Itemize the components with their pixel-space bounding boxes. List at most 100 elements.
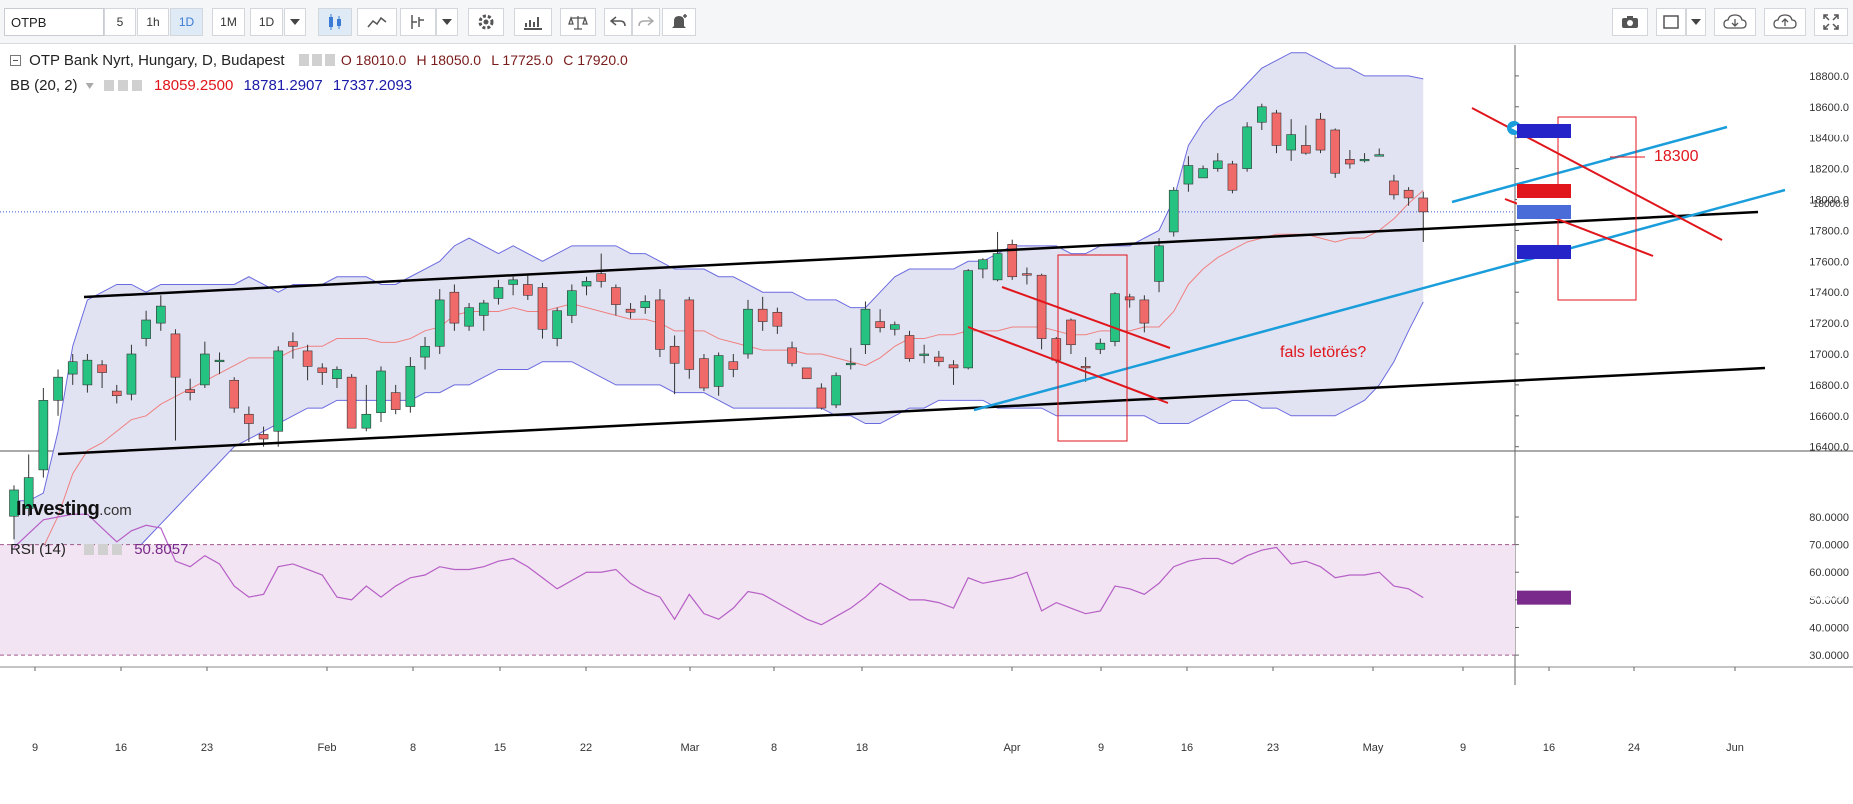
candle <box>332 366 342 388</box>
close-price-badge: 17920.0 <box>1809 207 1849 219</box>
cloud-upload-icon[interactable] <box>1764 8 1806 36</box>
interval-5-button[interactable]: 5 <box>104 8 136 36</box>
chart-area[interactable]: 18300 fals letörés? 18800.0 18600.0 18400.0 1… <box>0 45 1853 804</box>
close-price-badge-bg <box>1517 205 1571 219</box>
interval-1m-button[interactable]: 1M <box>212 8 245 36</box>
time-axis-label: 8 <box>771 742 777 754</box>
rsi-buttons-icon[interactable] <box>84 544 123 555</box>
interval-chevron-icon[interactable] <box>284 8 306 36</box>
candle <box>449 284 460 331</box>
candle-body-down <box>669 345 680 364</box>
candle-body-down <box>229 379 239 409</box>
rsi-legend: RSI (14) 50.8057 <box>10 541 188 558</box>
indicator-chevron-icon[interactable] <box>436 8 458 36</box>
time-axis-label: 16 <box>1181 742 1193 754</box>
candle <box>111 384 122 404</box>
candle <box>787 341 797 367</box>
candle-body-down <box>317 367 328 373</box>
candle <box>1007 239 1018 280</box>
candle <box>948 360 959 385</box>
collapse-icon[interactable] <box>10 55 21 66</box>
candle <box>611 284 621 316</box>
candle-body-down <box>1066 319 1076 346</box>
candle-body-up <box>1286 134 1296 151</box>
candle-body-down <box>699 358 709 389</box>
candle-body-up <box>860 308 871 346</box>
undo-icon[interactable] <box>604 8 632 36</box>
price-axis-label: 18800.0 <box>1809 71 1849 83</box>
candle <box>1183 156 1194 192</box>
candle <box>23 454 34 517</box>
candle-body-down <box>948 364 959 369</box>
candle <box>757 296 768 331</box>
candle-body-up <box>200 353 210 386</box>
fullscreen-box-icon[interactable] <box>1656 8 1686 36</box>
symbol-input[interactable]: OTPB <box>4 8 104 36</box>
bb-settings-icon[interactable] <box>85 83 94 89</box>
interval-1d-button[interactable]: 1D <box>170 8 203 36</box>
time-axis-label: Apr <box>1003 742 1020 754</box>
candle-body-up <box>493 287 504 299</box>
candle <box>963 269 974 370</box>
candle-body-up <box>361 413 372 429</box>
candle-body-down <box>288 341 298 347</box>
time-axis-label: 15 <box>494 742 506 754</box>
candle <box>728 354 739 378</box>
candle <box>1139 295 1150 333</box>
candle-body-up <box>552 310 562 339</box>
redo-icon[interactable] <box>632 8 660 36</box>
candle <box>699 354 709 392</box>
candle-body-down <box>1124 296 1135 301</box>
header-buttons-icon[interactable] <box>298 54 335 66</box>
alert-bell-icon[interactable] <box>662 8 696 36</box>
candle <box>1036 273 1047 350</box>
line-style-icon[interactable] <box>357 8 397 36</box>
candle <box>1389 174 1399 200</box>
candle-body-up <box>9 489 19 517</box>
candle <box>772 307 783 334</box>
candle <box>581 276 592 296</box>
candles-style-icon[interactable] <box>318 8 352 36</box>
price-axis-label: 18200.0 <box>1809 164 1849 176</box>
candle-body-down <box>1036 274 1047 339</box>
price-axis-label: 17800.0 <box>1809 225 1849 237</box>
interval-dropdown-button[interactable]: 1D <box>250 8 283 36</box>
logo-suffix: .com <box>99 502 132 519</box>
candle-body-down <box>1080 366 1091 369</box>
candle-body-down <box>684 299 695 370</box>
candle-body-down <box>185 389 195 393</box>
candle <box>1095 338 1106 354</box>
layout-chevron-icon[interactable] <box>1686 8 1706 36</box>
cloud-download-icon[interactable] <box>1714 8 1756 36</box>
candle <box>978 258 988 279</box>
candle-body-up <box>978 259 988 270</box>
compare-scale-icon[interactable] <box>560 8 596 36</box>
candle <box>1198 165 1208 179</box>
interval-1h-button[interactable]: 1h <box>137 8 169 36</box>
candle <box>1330 128 1340 178</box>
candle-body-down <box>111 390 122 397</box>
time-axis-label: 18 <box>856 742 868 754</box>
studies-chart-icon[interactable] <box>514 8 552 36</box>
candle-body-down <box>934 356 944 363</box>
camera-icon[interactable] <box>1612 8 1648 36</box>
event-marker-arrow <box>1511 125 1517 131</box>
candle <box>200 341 210 388</box>
candle-body-up <box>640 301 651 308</box>
candle-body-up <box>508 279 518 285</box>
rsi-label: RSI (14) <box>10 541 66 558</box>
gear-icon[interactable] <box>468 8 504 36</box>
expand-icon[interactable] <box>1814 8 1848 36</box>
time-axis-label: 23 <box>201 742 213 754</box>
candle <box>170 329 181 441</box>
candle-body-up <box>1095 342 1106 350</box>
candle <box>302 344 313 381</box>
bb-buttons-icon[interactable] <box>103 80 142 91</box>
time-axis-label: 16 <box>1543 742 1555 754</box>
indicator-icon[interactable] <box>400 8 436 36</box>
candle <box>934 350 944 367</box>
candle-body-down <box>1139 299 1150 324</box>
candle <box>376 366 386 422</box>
candle-body-up <box>919 353 929 356</box>
